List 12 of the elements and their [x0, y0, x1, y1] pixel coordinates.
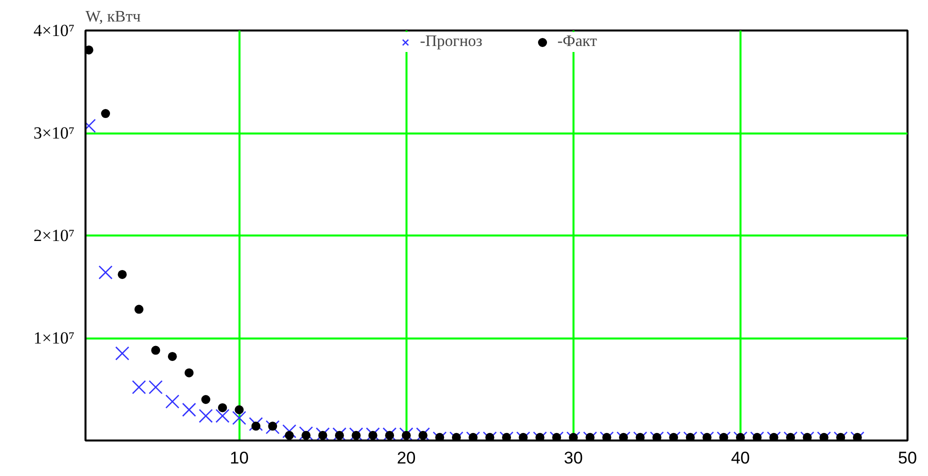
- y-tick-label: 4×10⁷: [33, 21, 75, 40]
- y-tick-label: 1×10⁷: [33, 328, 75, 348]
- y-tick-label: 2×10⁷: [33, 226, 75, 245]
- x-tick-label: 50: [898, 448, 917, 468]
- x-tick-label: 10: [230, 448, 249, 468]
- y-tick-label: 3×10⁷: [33, 124, 75, 142]
- legend-label: -Прогноз: [420, 33, 482, 51]
- x-tick-label: 20: [396, 448, 416, 468]
- x-tick-label: 30: [564, 448, 583, 468]
- y-axis-title: W, кВтч: [86, 8, 141, 26]
- legend-label: -Факт: [557, 33, 597, 51]
- x-tick-label: 40: [730, 448, 750, 468]
